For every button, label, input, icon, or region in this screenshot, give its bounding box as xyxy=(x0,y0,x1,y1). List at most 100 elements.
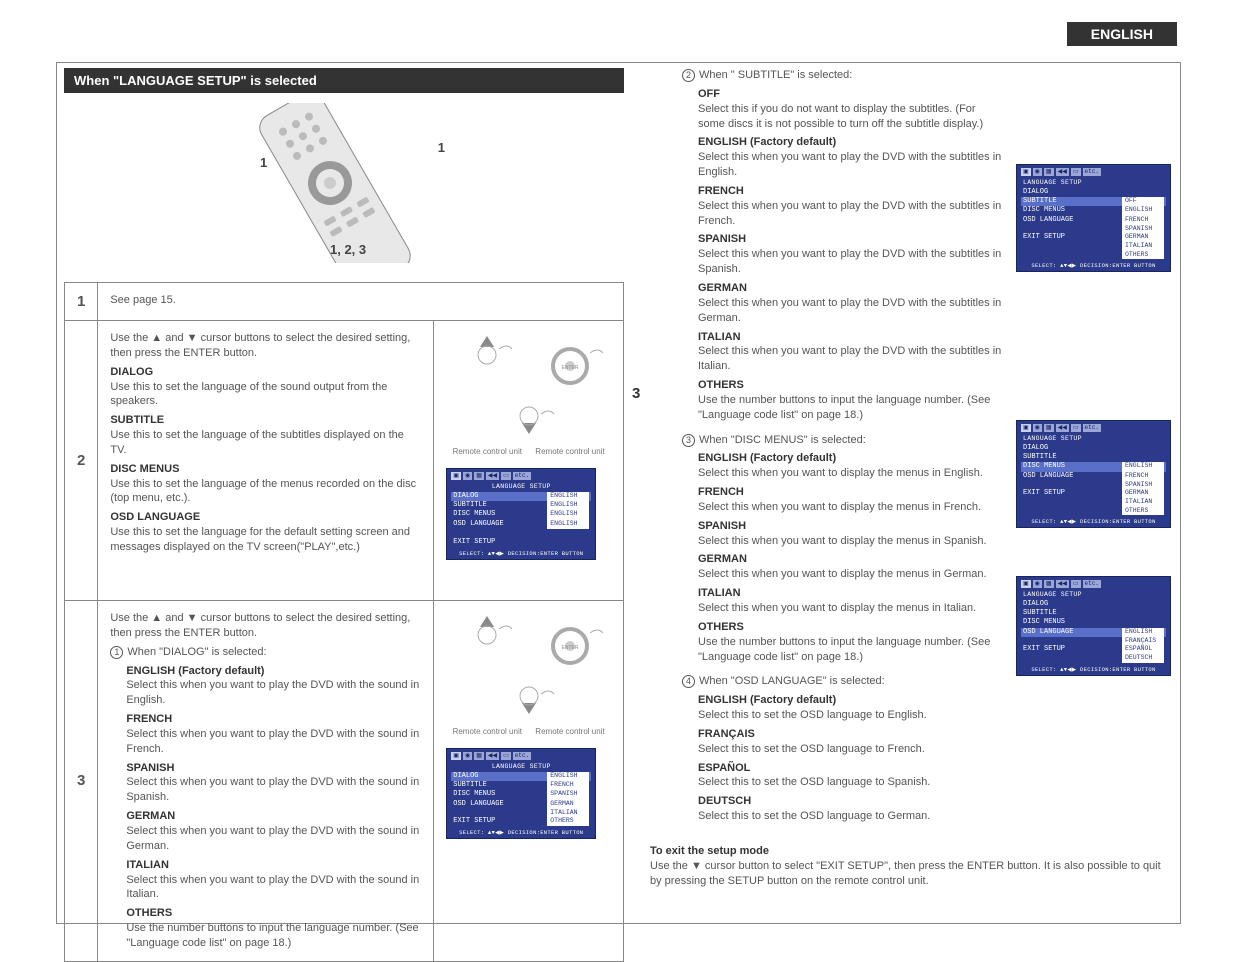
s2-h4: GERMAN xyxy=(698,281,1002,296)
r2-h2: DISC MENUS xyxy=(110,462,421,477)
osd-v3: ENGLISH xyxy=(547,520,589,529)
osd-d-v1: FRENCH xyxy=(547,781,589,790)
osd-ol-m2: DISC MENUS xyxy=(1023,618,1065,627)
s3-title: When "DISC MENUS" is selected: xyxy=(699,434,866,446)
remote-illustration xyxy=(200,103,460,263)
language-tab: ENGLISH xyxy=(1067,22,1177,46)
s1-h1: FRENCH xyxy=(126,712,421,727)
s3-h2: SPANISH xyxy=(698,519,1002,534)
osd-ol-m3: OSD LANGUAGE xyxy=(1023,628,1073,637)
osd-ol-m0: DIALOG xyxy=(1023,600,1048,609)
osd-s-m1: SUBTITLE xyxy=(1023,197,1057,206)
exit-block: To exit the setup mode Use the ▼ cursor … xyxy=(650,844,1170,889)
s2-d5: Select this when you want to play the DV… xyxy=(698,345,1001,372)
osd-dm-title: LANGUAGE SETUP xyxy=(1021,434,1166,444)
s1-h0: ENGLISH (Factory default) xyxy=(126,664,421,679)
s1-d0: Select this when you want to play the DV… xyxy=(126,679,419,706)
s2-d4: Select this when you want to play the DV… xyxy=(698,297,1001,324)
section-header: When "LANGUAGE SETUP" is selected xyxy=(64,68,624,93)
step-2-intro: Use the ▲ and ▼ cursor buttons to select… xyxy=(110,332,410,359)
step-3-num: 3 xyxy=(65,601,98,962)
osd-v1: ENGLISH xyxy=(547,501,589,510)
osd-s-m2: DISC MENUS xyxy=(1023,206,1065,215)
s1-h3: GERMAN xyxy=(126,809,421,824)
osd-s-title: LANGUAGE SETUP xyxy=(1021,178,1166,188)
s1-d5: Use the number buttons to input the lang… xyxy=(126,922,418,949)
circle-1-icon: 1 xyxy=(110,646,123,659)
s1-d4: Select this when you want to play the DV… xyxy=(126,874,419,901)
osd-foot: SELECT: ▲▼◀▶ DECISION:ENTER BUTTON xyxy=(451,547,591,557)
osd-dm-v5: OTHERS xyxy=(1122,507,1164,515)
osd-m0: DIALOG xyxy=(453,492,478,501)
svg-text:ENTER: ENTER xyxy=(562,645,579,651)
svg-text:ENTER: ENTER xyxy=(562,365,579,371)
osd-ol-v3: DEUTSCH xyxy=(1122,654,1164,662)
s3-h5: OTHERS xyxy=(698,620,1002,635)
s2-d1: Select this when you want to play the DV… xyxy=(698,151,1001,178)
exit-heading: To exit the setup mode xyxy=(650,845,769,857)
step-2-figure: ENTER Remote control unit Remote control… xyxy=(434,321,624,601)
osd-v2: ENGLISH xyxy=(547,510,589,519)
osd-s-v5: ITALIAN xyxy=(1122,242,1164,250)
s1-d3: Select this when you want to play the DV… xyxy=(126,825,419,852)
s3-d4: Select this when you want to display the… xyxy=(698,602,976,614)
osd-d-m0: DIALOG xyxy=(453,772,478,781)
osd-s-m5: EXIT SETUP xyxy=(1023,233,1065,242)
right-step-3: 3 xyxy=(632,384,640,404)
osd-d-m2: DISC MENUS xyxy=(453,790,495,799)
s2-d3: Select this when you want to play the DV… xyxy=(698,248,1001,275)
osd-ol-title: LANGUAGE SETUP xyxy=(1021,590,1166,600)
osd-dm-m0: DIALOG xyxy=(1023,444,1048,453)
osd-dm-m1: SUBTITLE xyxy=(1023,453,1057,462)
r2-h0: DIALOG xyxy=(110,365,421,380)
osd-discmenus: ▣◉▦◀◀▭etc. LANGUAGE SETUP DIALOG SUBTITL… xyxy=(1016,420,1171,528)
s4-h3: DEUTSCH xyxy=(698,794,1002,809)
rcu-buttons-fig-2: ENTER xyxy=(446,611,611,727)
remote-label-1-left: 1 xyxy=(260,155,267,170)
r2-h1: SUBTITLE xyxy=(110,413,421,428)
s4-h0: ENGLISH (Factory default) xyxy=(698,693,1002,708)
s3-h0: ENGLISH (Factory default) xyxy=(698,451,1002,466)
osd-m2: DISC MENUS xyxy=(453,510,495,519)
osd-dm-m5: EXIT SETUP xyxy=(1023,489,1065,498)
s1-title: When "DIALOG" is selected: xyxy=(127,646,266,658)
step-3-text: Use the ▲ and ▼ cursor buttons to select… xyxy=(98,601,434,962)
osd-d-v0: ENGLISH xyxy=(547,772,589,781)
s1-h2: SPANISH xyxy=(126,761,421,776)
rcu3-cap-l: Remote control unit xyxy=(453,727,522,736)
r2-h3: OSD LANGUAGE xyxy=(110,510,421,525)
s4-d1: Select this to set the OSD language to F… xyxy=(698,743,925,755)
step-3-figure: ENTER Remote control unit Remote control… xyxy=(434,601,624,962)
osd-s-v4: GERMAN xyxy=(1122,233,1164,242)
osd-main: ▣◉▦◀◀▭etc. LANGUAGE SETUP DIALOGENGLISH … xyxy=(446,468,596,560)
osd-d-m5: EXIT SETUP xyxy=(453,817,495,826)
osd-dm-v2: SPANISH xyxy=(1122,481,1164,489)
r2-d2: Use this to set the language of the menu… xyxy=(110,478,416,505)
osd-subtitle: ▣◉▦◀◀▭etc. LANGUAGE SETUP DIALOG SUBTITL… xyxy=(1016,164,1171,272)
osd-v0: ENGLISH xyxy=(547,492,589,501)
osd-title: LANGUAGE SETUP xyxy=(451,482,591,492)
s4-title: When "OSD LANGUAGE" is selected: xyxy=(699,675,885,687)
s1-d2: Select this when you want to play the DV… xyxy=(126,776,419,803)
osd-ol-m5: EXIT SETUP xyxy=(1023,645,1065,654)
osd-ol-v0: ENGLISH xyxy=(1122,628,1164,637)
rcu-buttons-fig: ENTER xyxy=(446,331,611,447)
s3-d2: Select this when you want to display the… xyxy=(698,535,987,547)
s2-title: When " SUBTITLE" is selected: xyxy=(699,69,852,81)
rcu-cap-l: Remote control unit xyxy=(453,447,522,456)
s1-d1: Select this when you want to play the DV… xyxy=(126,728,419,755)
remote-label-123: 1, 2, 3 xyxy=(330,242,366,257)
steps-table: 1 See page 15. 2 Use the ▲ and ▼ cursor … xyxy=(64,282,624,962)
s1-h4: ITALIAN xyxy=(126,858,421,873)
osd-d-v5: OTHERS xyxy=(547,817,589,826)
s2-h5: ITALIAN xyxy=(698,330,1002,345)
step-1-num: 1 xyxy=(65,283,98,321)
osd-s-v0: OFF xyxy=(1122,197,1164,206)
remote-figure: 1 1 1, 2, 3 xyxy=(180,100,480,265)
s4-d0: Select this to set the OSD language to E… xyxy=(698,709,927,721)
s2-h0: OFF xyxy=(698,87,1002,102)
s4-d2: Select this to set the OSD language to S… xyxy=(698,776,930,788)
s3-d1: Select this when you want to display the… xyxy=(698,501,981,513)
osd-dm-foot: SELECT: ▲▼◀▶ DECISION:ENTER BUTTON xyxy=(1021,515,1166,525)
osd-dialog: ▣◉▦◀◀▭etc. LANGUAGE SETUP DIALOGENGLISH … xyxy=(446,748,596,839)
